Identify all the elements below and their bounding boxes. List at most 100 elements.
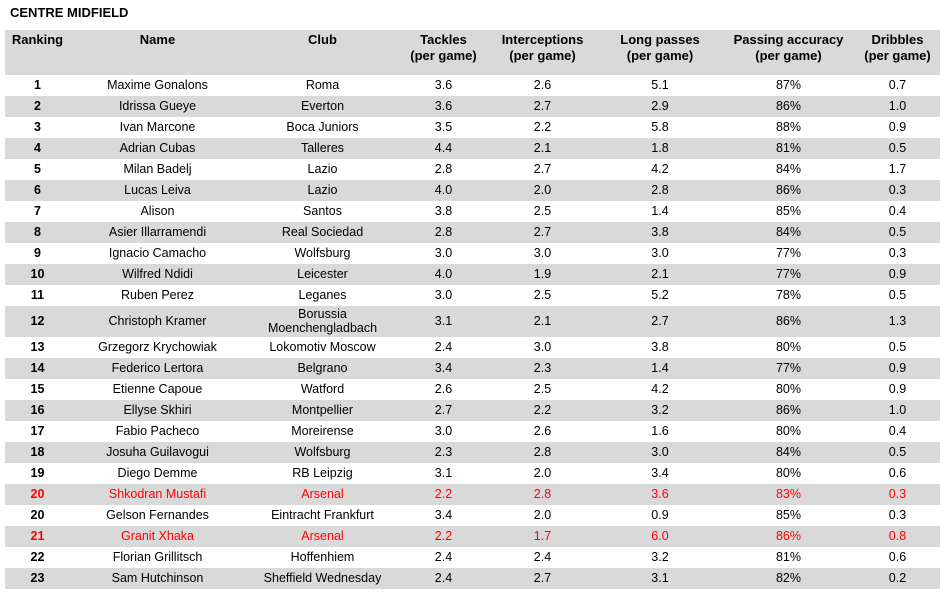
table-cell: 2.3 [533,361,552,375]
table-cell: 2.5 [533,382,552,396]
table-cell: Roma [305,78,340,92]
table-cell: 2.7 [434,403,453,417]
table-cell: Grzegorz Krychowiak [98,340,217,354]
table-cell: 2.8 [533,487,552,501]
table-cell: 5.8 [651,120,669,134]
table-cell: Belgrano [297,361,348,375]
header-cell: Interceptions (per game) [501,32,584,63]
table-cell: 3.5 [434,120,453,134]
table-cell: Montpellier [291,403,354,417]
table-cell: 3.6 [434,78,453,92]
table-cell: RB Leipzig [292,466,353,480]
table-cell: 3.2 [651,550,669,564]
table-cell: 0.5 [888,340,907,354]
table-cell: Eintracht Frankfurt [271,508,374,522]
table-cell: 0.9 [888,382,907,396]
table-cell: 0.6 [888,466,907,480]
table-cell: 2.6 [533,424,552,438]
table-row: 8 Asier Illarramendi Real Sociedad 2.8 2.7 3.… [5,221,940,243]
table-cell: 0.9 [888,120,907,134]
table-cell: Ellyse Skhiri [123,403,192,417]
table-cell: 3.8 [651,225,669,239]
table-cell: Josuha Guilavogui [106,445,209,459]
table-cell: 2.5 [533,288,552,302]
header-cell: Club [308,32,337,47]
table-cell: 0.5 [888,225,907,239]
table-cell: 4.0 [434,267,453,281]
table-cell: 0.9 [651,508,669,522]
table-cell: Lokomotiv Moscow [269,340,376,354]
table-cell: 81% [775,550,802,564]
table-cell: 3 [34,120,41,134]
table-cell: 80% [775,466,802,480]
table-cell: Watford [300,382,345,396]
table-cell: 14 [30,361,45,375]
table-cell: 2.0 [533,508,552,522]
table-cell: 6.0 [651,529,669,543]
table-cell: 4.4 [434,141,453,155]
table-cell: 87% [775,78,802,92]
table-row: 2 Idrissa Gueye Everton 3.6 2.7 2.9 86% 1.0 [5,95,940,117]
table-row: 22 Florian Grillitsch Hoffenhiem 2.4 2.4 3.2 8… [5,547,940,568]
table-row: 3 Ivan Marcone Boca Juniors 3.5 2.2 5.8 88% 0.9 [5,117,940,138]
table-cell: 2.2 [434,487,453,501]
table-cell: Wolfsburg [294,445,351,459]
table-cell: 0.7 [888,78,907,92]
table-cell: 1 [34,78,41,92]
table-row: 18 Josuha Guilavogui Wolfsburg 2.3 2.8 3.0 84%… [5,441,940,463]
table-cell: 3.4 [434,361,453,375]
table-cell: 3.0 [651,246,669,260]
table-cell: 86% [775,403,802,417]
table-cell: 18 [30,445,45,459]
table-cell: Adrian Cubas [119,141,196,155]
table-cell: 2.2 [533,403,552,417]
table-row: 23 Sam Hutchinson Sheffield Wednesday 2.4 2.… [5,567,940,589]
table-cell: 0.4 [888,424,907,438]
table-cell: 5 [34,162,41,176]
table-cell: 0.8 [888,529,907,543]
table-cell: 1.9 [533,267,552,281]
table-cell: 86% [775,314,802,328]
table-cell: 2.7 [533,99,552,113]
table-cell: 5.2 [651,288,669,302]
table-cell: 15 [30,382,45,396]
table-row: 1 Maxime Gonalons Roma 3.6 2.6 5.1 87% 0.7 [5,75,940,96]
table-title: CENTRE MIDFIELD [10,5,129,20]
table-cell: 2.6 [434,382,453,396]
table-cell: Florian Grillitsch [112,550,203,564]
table-cell: 2.7 [651,314,669,328]
table-cell: 3.6 [651,487,669,501]
table-cell: Fabio Pacheco [115,424,200,438]
table-cell: 2.8 [434,225,453,239]
table-row: 17 Fabio Pacheco Moreirense 3.0 2.6 1.6 80% 0.4 [5,421,940,442]
table-cell: 0.4 [888,204,907,218]
header-cell: Name [139,32,176,47]
table-cell: Leicester [297,267,348,281]
table-cell: Leganes [298,288,347,302]
table-cell: Ignacio Camacho [108,246,207,260]
table-cell: 2.4 [533,550,552,564]
table-cell: 84% [775,445,802,459]
table-cell: 0.5 [888,445,907,459]
table-cell: 3.1 [651,571,669,585]
table-cell: 82% [775,571,802,585]
table-row: 14 Federico Lertora Belgrano 3.4 2.3 1.4 77% 0.… [5,357,940,379]
table-cell: 3.4 [651,466,669,480]
table-cell: Ruben Perez [121,288,194,302]
table-cell: 86% [775,183,802,197]
header-cell: Dribbles (per game) [864,32,931,63]
table-cell: 80% [775,382,802,396]
table-cell: 2.7 [533,571,552,585]
table-cell: 78% [775,288,802,302]
table-cell: 12 [30,314,45,328]
table-row: 13 Grzegorz Krychowiak Lokomotiv Moscow 2.4… [5,337,940,358]
table-cell: 0.9 [888,267,907,281]
table-cell: 7 [34,204,41,218]
table-cell: Lucas Leiva [124,183,191,197]
table-row: 19 Diego Demme RB Leipzig 3.1 2.0 3.4 80% 0.6 [5,463,940,484]
table-cell: 2.1 [533,141,552,155]
table-cell: 13 [30,340,45,354]
table-row: 4 Adrian Cubas Talleres 4.4 2.1 1.8 81% 0.5 [5,137,940,159]
table-cell: 0.5 [888,141,907,155]
table-cell: 22 [30,550,45,564]
